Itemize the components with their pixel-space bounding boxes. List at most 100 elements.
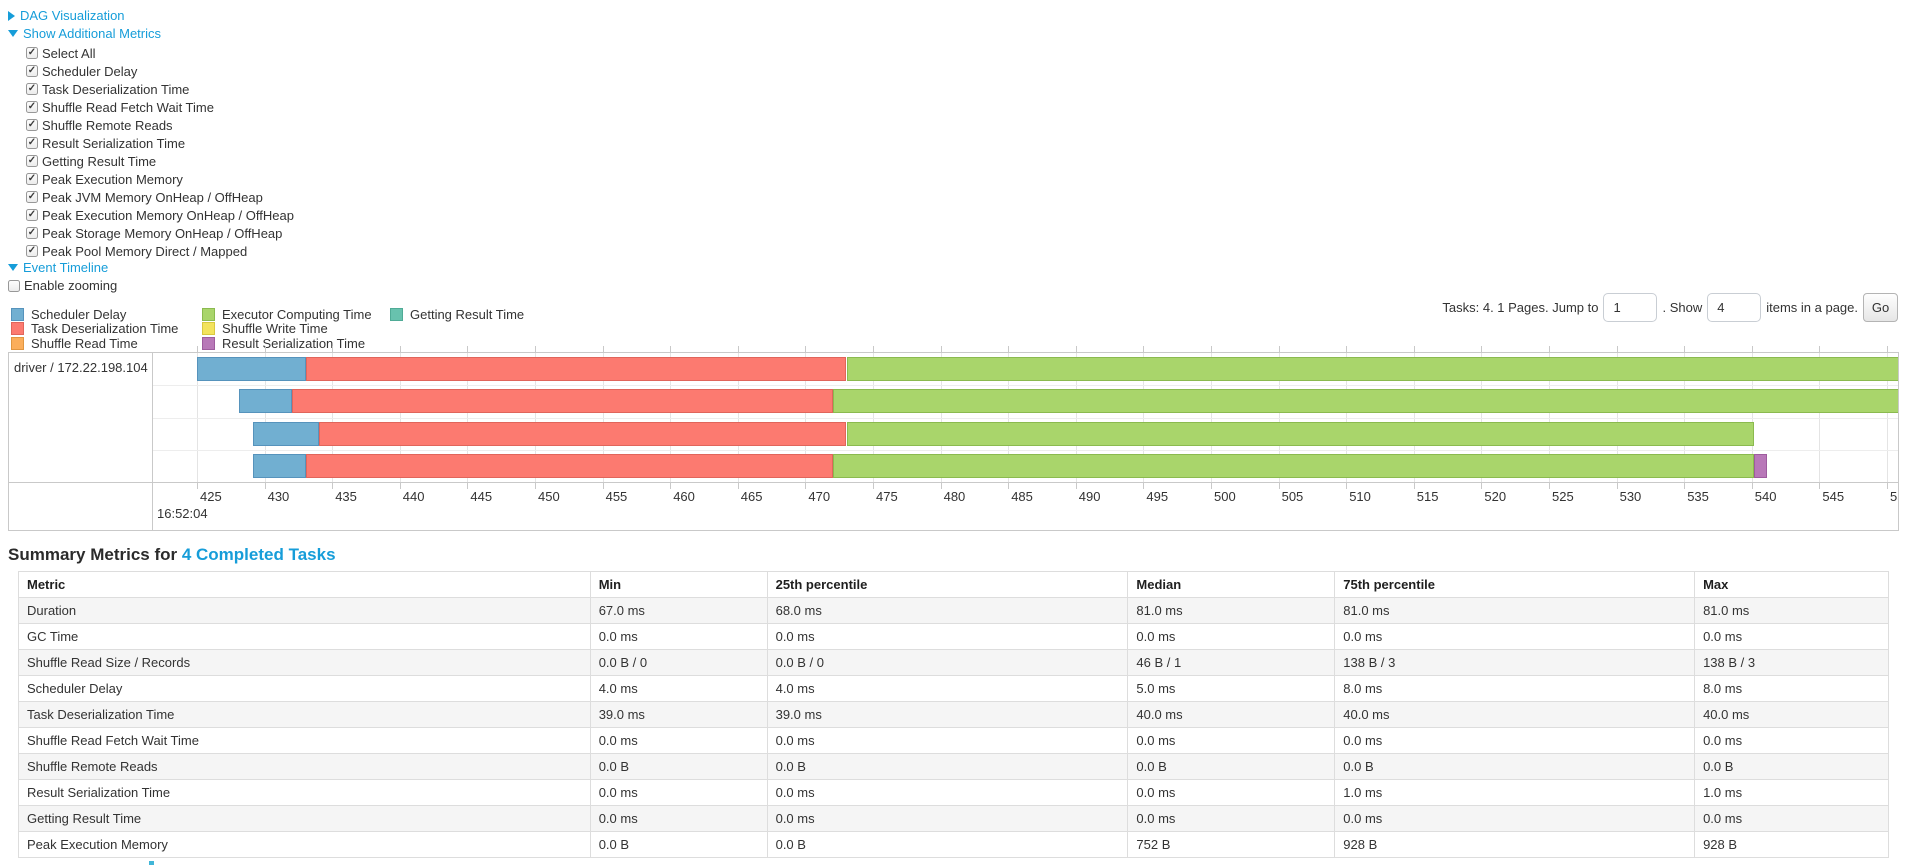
metric-value-cell: 0.0 ms xyxy=(1127,779,1336,806)
items-in-page-text: items in a page. xyxy=(1766,300,1858,315)
checkbox-label-select-all[interactable]: Select All xyxy=(42,45,96,61)
metric-value-cell: 928 B xyxy=(1694,831,1889,858)
table-row-shuffle-remote-reads: Shuffle Remote Reads 0.0 B 0.0 B 0.0 B 0.0 B… xyxy=(18,753,1889,780)
task-3-segment-task-deserialization[interactable] xyxy=(319,422,847,446)
dag-visualization-toggle[interactable]: DAG Visualization xyxy=(8,8,125,23)
top-tick xyxy=(399,346,401,352)
completed-tasks-link[interactable]: 4 Completed Tasks xyxy=(181,545,336,564)
legend-item-label: Result Serialization Time xyxy=(222,335,366,351)
axis-tick xyxy=(1143,483,1145,489)
event-timeline-toggle[interactable]: Event Timeline xyxy=(8,260,108,275)
task-3-segment-executor-computing[interactable] xyxy=(846,422,1754,446)
checkbox-label-getting-result-time[interactable]: Getting Result Time xyxy=(42,153,157,169)
metric-row-peak-execution-memory-onheap-offheap: ✓ Peak Execution Memory OnHeap / OffHeap xyxy=(26,206,294,224)
metric-name-cell: Shuffle Read Size / Records xyxy=(18,649,591,676)
metric-value-cell: 0.0 ms xyxy=(1127,727,1336,754)
gridline-540 xyxy=(1751,353,1753,482)
axis-tick xyxy=(1413,483,1415,489)
checkbox-result-serialization-time[interactable]: ✓ xyxy=(26,137,38,149)
checkbox-label-shuffle-remote-reads[interactable]: Shuffle Remote Reads xyxy=(42,117,173,133)
checkbox-peak-pool-memory-direct-mapped[interactable]: ✓ xyxy=(26,245,38,257)
metric-name-cell: Duration xyxy=(18,597,591,624)
checkbox-shuffle-remote-reads[interactable]: ✓ xyxy=(26,119,38,131)
checkbox-label-scheduler-delay[interactable]: Scheduler Delay xyxy=(42,63,138,79)
legend-item-label: Shuffle Read Time xyxy=(31,335,138,351)
axis-tick xyxy=(399,483,401,489)
checkbox-task-deserialization-time[interactable]: ✓ xyxy=(26,83,38,95)
metric-value-cell: 0.0 ms xyxy=(1694,727,1889,754)
metric-name-cell: Result Serialization Time xyxy=(18,779,591,806)
axis-tick xyxy=(602,483,604,489)
top-tick xyxy=(467,346,469,352)
table-row-scheduler-delay: Scheduler Delay 4.0 ms 4.0 ms 5.0 ms 8.0 ms 8… xyxy=(18,675,1889,702)
checkbox-label-task-deserialization-time[interactable]: Task Deserialization Time xyxy=(42,81,190,97)
task-4-segment-result-serialization[interactable] xyxy=(1753,454,1768,478)
items-per-page-input[interactable] xyxy=(1707,293,1762,322)
checkbox-label-peak-jvm-memory-onheap-offheap[interactable]: Peak JVM Memory OnHeap / OffHeap xyxy=(42,189,263,205)
gridline-425 xyxy=(197,353,198,482)
task-1-segment-scheduler-delay[interactable] xyxy=(197,357,306,381)
task-2-segment-task-deserialization[interactable] xyxy=(292,389,833,413)
task-2-segment-executor-computing[interactable] xyxy=(832,389,1898,413)
legend-item-label: Executor Computing Time xyxy=(222,306,372,322)
checkbox-label-result-serialization-time[interactable]: Result Serialization Time xyxy=(42,135,186,151)
checkbox-label-shuffle-read-fetch-wait-time[interactable]: Shuffle Read Fetch Wait Time xyxy=(42,99,214,115)
metric-row-shuffle-read-fetch-wait-time: ✓ Shuffle Read Fetch Wait Time xyxy=(26,98,294,116)
checkbox-enable-zooming[interactable] xyxy=(8,279,20,292)
gridline-520 xyxy=(1481,353,1483,482)
metric-name-cell: Getting Result Time xyxy=(18,805,591,832)
axis-tick xyxy=(1481,483,1483,489)
enable-zooming-label[interactable]: Enable zooming xyxy=(24,278,118,293)
axis-tick xyxy=(535,483,536,489)
row-separator-2 xyxy=(153,418,1898,419)
jump-to-page-input[interactable] xyxy=(1603,293,1658,322)
metric-value-cell: 138 B / 3 xyxy=(1694,649,1889,676)
top-tick xyxy=(940,346,942,352)
checkbox-label-peak-execution-memory-onheap-offheap[interactable]: Peak Execution Memory OnHeap / OffHeap xyxy=(42,207,294,223)
checkbox-scheduler-delay[interactable]: ✓ xyxy=(26,65,38,77)
checkbox-peak-execution-memory[interactable]: ✓ xyxy=(26,173,38,185)
column-header-max: Max xyxy=(1694,571,1889,598)
gridline-500 xyxy=(1211,353,1212,482)
legend-item-label: Task Deserialization Time xyxy=(31,321,179,336)
gridline-470 xyxy=(805,353,807,482)
metric-value-cell: 0.0 B xyxy=(1694,753,1889,780)
task-4-segment-task-deserialization[interactable] xyxy=(305,454,833,478)
checkbox-select-all[interactable]: ✓ xyxy=(26,47,38,59)
scheduler-delay-swatch-icon xyxy=(11,307,24,321)
checkbox-label-peak-execution-memory[interactable]: Peak Execution Memory xyxy=(42,171,183,187)
show-additional-metrics-toggle[interactable]: Show Additional Metrics xyxy=(8,26,161,41)
task-3-segment-scheduler-delay[interactable] xyxy=(252,422,320,446)
column-header-75th-percentile: 75th percentile xyxy=(1334,571,1696,598)
metric-row-shuffle-remote-reads: ✓ Shuffle Remote Reads xyxy=(26,116,294,134)
checkbox-label-peak-storage-memory-onheap-offheap[interactable]: Peak Storage Memory OnHeap / OffHeap xyxy=(42,225,283,241)
checkbox-getting-result-time[interactable]: ✓ xyxy=(26,155,38,167)
task-4-segment-executor-computing[interactable] xyxy=(832,454,1754,478)
gridline-550 xyxy=(1887,353,1888,482)
axis-tick xyxy=(197,483,198,489)
top-tick xyxy=(535,346,536,352)
metric-value-cell: 928 B xyxy=(1334,831,1696,858)
checkbox-peak-jvm-memory-onheap-offheap[interactable]: ✓ xyxy=(26,191,38,203)
metric-value-cell: 0.0 ms xyxy=(1694,623,1889,650)
metric-value-cell: 81.0 ms xyxy=(1127,597,1336,624)
metric-value-cell: 39.0 ms xyxy=(766,701,1129,728)
task-4-segment-scheduler-delay[interactable] xyxy=(252,454,306,478)
checkbox-label-peak-pool-memory-direct-mapped[interactable]: Peak Pool Memory Direct / Mapped xyxy=(42,243,248,259)
task-2-segment-scheduler-delay[interactable] xyxy=(239,389,293,413)
gridline-515 xyxy=(1413,353,1415,482)
task-1-segment-task-deserialization[interactable] xyxy=(305,357,847,381)
metric-row-peak-jvm-memory-onheap-offheap: ✓ Peak JVM Memory OnHeap / OffHeap xyxy=(26,188,294,206)
checkbox-peak-execution-memory-onheap-offheap[interactable]: ✓ xyxy=(26,209,38,221)
checkbox-shuffle-read-fetch-wait-time[interactable]: ✓ xyxy=(26,101,38,113)
gridline-475 xyxy=(873,353,874,482)
go-button[interactable]: Go xyxy=(1863,293,1898,322)
column-header-metric: Metric xyxy=(18,571,591,598)
axis-tick-label-470: 470 xyxy=(808,489,831,504)
task-1-segment-executor-computing[interactable] xyxy=(846,357,1898,381)
event-timeline-chart: driver / 172.22.198.104 425 430 435 440 445 4… xyxy=(8,346,1899,531)
legend-item-label: Getting Result Time xyxy=(410,306,525,322)
gridline-485 xyxy=(1008,353,1010,482)
checkbox-peak-storage-memory-onheap-offheap[interactable]: ✓ xyxy=(26,227,38,239)
table-row-getting-result-time: Getting Result Time 0.0 ms 0.0 ms 0.0 ms 0.0… xyxy=(18,805,1889,832)
